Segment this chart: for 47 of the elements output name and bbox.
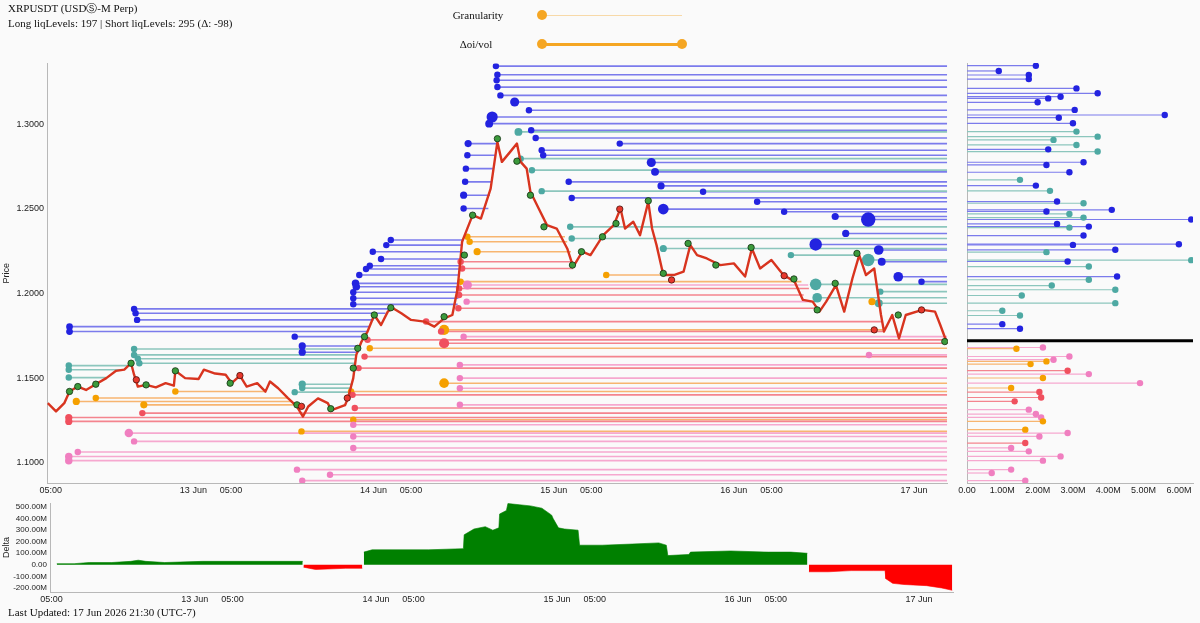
x-tick-label: 05:00 [579, 484, 603, 495]
text: Δoi/vol [459, 37, 493, 51]
y-axis-title: Price [0, 262, 11, 284]
x-tick-label: 05:00 [39, 484, 63, 495]
y-tick-label: 200.00M [15, 536, 48, 546]
y-tick-label: 300.00M [15, 525, 48, 535]
y-tick-label: 100.00M [15, 548, 48, 558]
x-tick-label: 13 Jun [179, 484, 207, 495]
x-tick-label: 3.00M [1060, 484, 1086, 495]
x-tick-label: 15 Jun [543, 593, 571, 604]
chart-title: XRPUSDT (USDⓈ-M Perp) [8, 2, 138, 15]
y-tick-label: 500.00M [15, 502, 48, 512]
x-tick-label: 17 Jun [905, 593, 933, 604]
x-tick-label: 16 Jun [724, 593, 752, 604]
y-tick-label: 1.3000 [16, 118, 44, 129]
x-tick-label: 05:00 [221, 593, 244, 604]
y-tick-label: 1.2000 [16, 287, 44, 298]
y-tick-label: 400.00M [15, 513, 48, 523]
x-tick-label: 05:00 [764, 593, 787, 604]
x-tick-label: 05:00 [399, 484, 423, 495]
x-tick-label: 05:00 [219, 484, 243, 495]
x-tick-label: 17 Jun [900, 484, 928, 495]
x-tick-label: 16 Jun [720, 484, 748, 495]
y-tick-label: -100.00M [13, 571, 48, 581]
text: Granularity [452, 8, 504, 22]
y-tick-label: 1.2500 [16, 203, 44, 214]
x-tick-label: 2.00M [1025, 484, 1051, 495]
x-tick-label: 14 Jun [362, 593, 390, 604]
x-tick-label: 15 Jun [540, 484, 568, 495]
x-tick-label: 0.00 [958, 484, 976, 495]
x-tick-label: 5.00M [1131, 484, 1157, 495]
y-tick-label: 1.1500 [16, 372, 44, 383]
text: Last Updated: 17 Jun 2026 21:30 (UTC-7) [8, 606, 196, 619]
x-tick-label: 1.00M [989, 484, 1015, 495]
chart-subtitle: Long liqLevels: 197 | Short liqLevels: 295 (Δ: -98) [8, 17, 233, 30]
x-tick-label: 13 Jun [181, 593, 209, 604]
x-tick-label: 05:00 [583, 593, 606, 604]
x-tick-label: 05:00 [402, 593, 425, 604]
x-tick-label: 14 Jun [360, 484, 388, 495]
x-tick-label: 05:00 [40, 593, 63, 604]
y-tick-label: 1.1000 [16, 457, 44, 468]
x-tick-label: 6.00M [1166, 484, 1192, 495]
y-axis-title: Delta [0, 536, 11, 559]
x-tick-label: 4.00M [1095, 484, 1121, 495]
x-tick-label: 05:00 [760, 484, 783, 495]
y-tick-label: -200.00M [13, 583, 48, 593]
y-tick-label: 0.00 [31, 560, 48, 570]
